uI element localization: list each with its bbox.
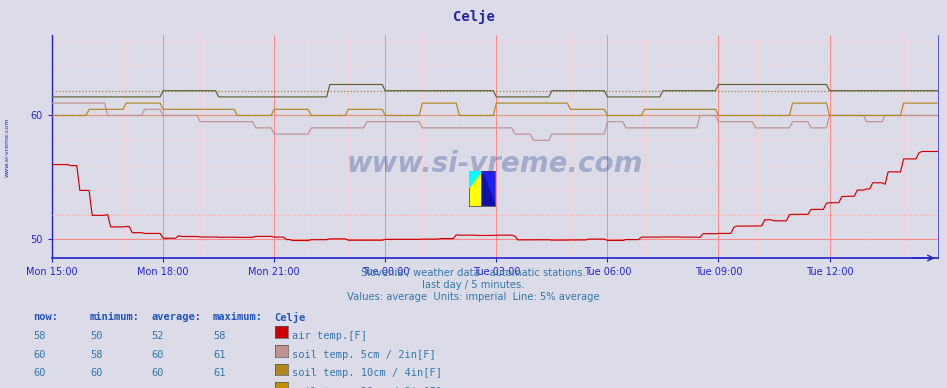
Text: -nan: -nan <box>213 387 238 388</box>
Text: now:: now: <box>33 312 58 322</box>
Text: 58: 58 <box>213 331 225 341</box>
Text: 60: 60 <box>90 368 102 378</box>
Text: average:: average: <box>152 312 202 322</box>
Text: minimum:: minimum: <box>90 312 140 322</box>
Text: Celje: Celje <box>275 312 306 323</box>
Text: -nan: -nan <box>152 387 176 388</box>
Text: 61: 61 <box>213 350 225 360</box>
Polygon shape <box>482 171 495 206</box>
Text: 61: 61 <box>213 368 225 378</box>
Text: 52: 52 <box>152 331 164 341</box>
Polygon shape <box>469 171 482 206</box>
Text: Values: average  Units: imperial  Line: 5% average: Values: average Units: imperial Line: 5%… <box>348 292 599 302</box>
Text: maximum:: maximum: <box>213 312 263 322</box>
Text: 60: 60 <box>33 368 45 378</box>
Text: -nan: -nan <box>90 387 115 388</box>
Text: Slovenia / weather data - automatic stations.: Slovenia / weather data - automatic stat… <box>361 268 586 279</box>
Text: 60: 60 <box>152 368 164 378</box>
Text: 60: 60 <box>33 350 45 360</box>
Text: www.si-vreme.com: www.si-vreme.com <box>5 118 10 177</box>
Text: -nan: -nan <box>33 387 58 388</box>
Polygon shape <box>469 171 482 188</box>
Text: air temp.[F]: air temp.[F] <box>292 331 366 341</box>
Text: 50: 50 <box>90 331 102 341</box>
Text: soil temp. 5cm / 2in[F]: soil temp. 5cm / 2in[F] <box>292 350 436 360</box>
Text: last day / 5 minutes.: last day / 5 minutes. <box>422 280 525 290</box>
Text: soil temp. 10cm / 4in[F]: soil temp. 10cm / 4in[F] <box>292 368 441 378</box>
Text: soil temp. 20cm / 8in[F]: soil temp. 20cm / 8in[F] <box>292 387 441 388</box>
Text: www.si-vreme.com: www.si-vreme.com <box>347 150 643 178</box>
Text: 58: 58 <box>90 350 102 360</box>
Text: Celje: Celje <box>453 10 494 24</box>
Text: 58: 58 <box>33 331 45 341</box>
Polygon shape <box>482 171 495 206</box>
Text: 60: 60 <box>152 350 164 360</box>
